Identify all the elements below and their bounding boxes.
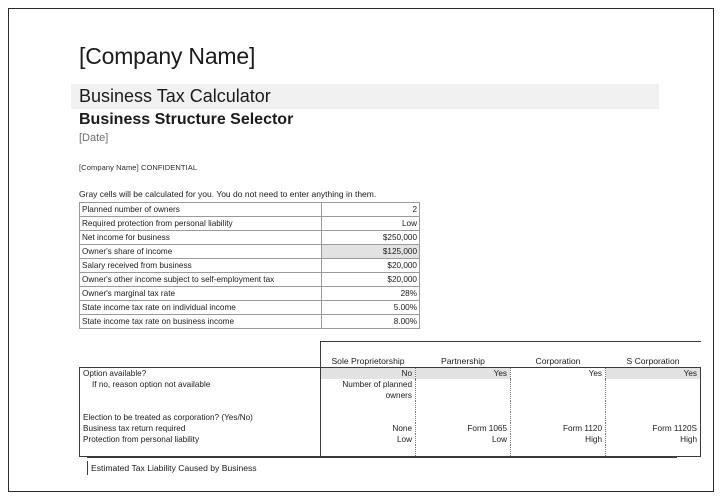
confidential-notice: [Company Name] CONFIDENTIAL	[79, 163, 198, 172]
column-header-4: S Corporation	[605, 341, 701, 368]
input-row-label: State income tax rate on individual inco…	[79, 300, 322, 315]
input-value-cell[interactable]: 5.00%	[321, 300, 420, 315]
comparison-cell	[605, 379, 701, 401]
table-row: Business tax return required None Form 106…	[79, 423, 701, 434]
comparison-cell	[510, 379, 606, 401]
title-band: Business Tax Calculator	[71, 84, 659, 109]
comparison-cell: Yes	[605, 367, 701, 379]
comparison-header-row: Sole Proprietorship Partnership Corporatio…	[79, 341, 701, 368]
input-row-label: Owner's share of income	[79, 244, 322, 259]
document-page: [Company Name] Business Tax Calculator B…	[8, 8, 714, 492]
input-row-label: Owner's other income subject to self-emp…	[79, 272, 322, 287]
comparison-cell: Yes	[510, 367, 606, 379]
structure-comparison-table: Sole Proprietorship Partnership Corporatio…	[79, 341, 701, 457]
table-row	[79, 401, 701, 412]
column-header-2: Partnership	[415, 341, 511, 368]
comparison-cell	[510, 445, 606, 457]
comparison-cell	[605, 445, 701, 457]
comparison-row-label: Election to be treated as corporation? (…	[79, 412, 321, 423]
comparison-row-label: Protection from personal liability	[79, 434, 321, 445]
comparison-cell	[415, 412, 511, 423]
comparison-cell	[415, 401, 511, 412]
input-value-cell[interactable]: $250,000	[321, 230, 420, 245]
estimated-liability-footer: Estimated Tax Liability Caused by Busine…	[87, 457, 677, 476]
input-row-label: Salary received from business	[79, 258, 322, 273]
input-value-cell[interactable]: $20,000	[321, 258, 420, 273]
table-row: Required protection from personal liabil…	[79, 216, 420, 231]
comparison-cell: Low	[320, 434, 416, 445]
input-value-cell[interactable]: $20,000	[321, 272, 420, 287]
table-row: State income tax rate on individual inco…	[79, 300, 420, 315]
comparison-cell	[415, 379, 511, 401]
input-row-label: Owner's marginal tax rate	[79, 286, 322, 301]
gray-cells-note: Gray cells will be calculated for you. Y…	[79, 189, 377, 199]
comparison-cell: Yes	[415, 367, 511, 379]
comparison-cell: None	[320, 423, 416, 434]
input-row-label: Required protection from personal liabil…	[79, 216, 322, 231]
comparison-cell	[415, 445, 511, 457]
comparison-cell	[320, 445, 416, 457]
table-row: Net income for business $250,000	[79, 230, 420, 245]
comparison-section: Sole Proprietorship Partnership Corporatio…	[79, 341, 701, 476]
comparison-row-label: Option available?	[79, 367, 321, 379]
comparison-cell	[605, 401, 701, 412]
document-body: [Company Name] Business Tax Calculator B…	[71, 42, 701, 475]
comparison-cell: Number of planned owners	[320, 379, 416, 401]
table-row	[79, 445, 701, 457]
comparison-row-label	[79, 401, 321, 412]
table-row: Owner's other income subject to self-emp…	[79, 272, 420, 287]
comparison-cell	[510, 401, 606, 412]
comparison-corner-cell	[79, 341, 321, 368]
comparison-row-label: Business tax return required	[79, 423, 321, 434]
comparison-cell: Form 1120	[510, 423, 606, 434]
inputs-table: Planned number of owners 2 Required protec…	[79, 202, 420, 329]
document-date: [Date]	[79, 132, 109, 144]
comparison-cell: Form 1065	[415, 423, 511, 434]
table-row: Owner's marginal tax rate 28%	[79, 286, 420, 301]
input-row-label: State income tax rate on business income	[79, 314, 322, 329]
comparison-cell: Form 1120S	[605, 423, 701, 434]
comparison-cell	[320, 401, 416, 412]
page-title: Business Tax Calculator	[79, 86, 271, 106]
comparison-row-label: If no, reason option not available	[79, 379, 321, 401]
comparison-cell: No	[320, 367, 416, 379]
page-subtitle: Business Structure Selector	[79, 111, 294, 128]
table-row: Owner's share of income $125,000	[79, 244, 420, 259]
estimated-liability-label: Estimated Tax Liability Caused by Busine…	[87, 461, 391, 475]
table-row: Option available? No Yes Yes Yes	[79, 367, 701, 379]
column-header-1: Sole Proprietorship	[320, 341, 416, 368]
table-row: Election to be treated as corporation? (…	[79, 412, 701, 423]
column-header-3: Corporation	[510, 341, 606, 368]
input-value-cell[interactable]: Low	[321, 216, 420, 231]
comparison-cell	[320, 412, 416, 423]
input-value-cell[interactable]: 28%	[321, 286, 420, 301]
comparison-cell: High	[605, 434, 701, 445]
comparison-row-label	[79, 445, 321, 457]
table-row: Protection from personal liability Low Low…	[79, 434, 701, 445]
table-row: Salary received from business $20,000	[79, 258, 420, 273]
calculated-value-cell: $125,000	[321, 244, 420, 259]
table-row: State income tax rate on business income…	[79, 314, 420, 329]
input-row-label: Planned number of owners	[79, 202, 322, 217]
company-name-heading: [Company Name]	[79, 43, 256, 69]
table-row: If no, reason option not available Number…	[79, 379, 701, 401]
input-value-cell[interactable]: 8.00%	[321, 314, 420, 329]
comparison-cell: Low	[415, 434, 511, 445]
comparison-cell	[605, 412, 701, 423]
table-row: Planned number of owners 2	[79, 202, 420, 217]
comparison-cell	[510, 412, 606, 423]
input-value-cell[interactable]: 2	[321, 202, 420, 217]
comparison-cell: High	[510, 434, 606, 445]
input-row-label: Net income for business	[79, 230, 322, 245]
